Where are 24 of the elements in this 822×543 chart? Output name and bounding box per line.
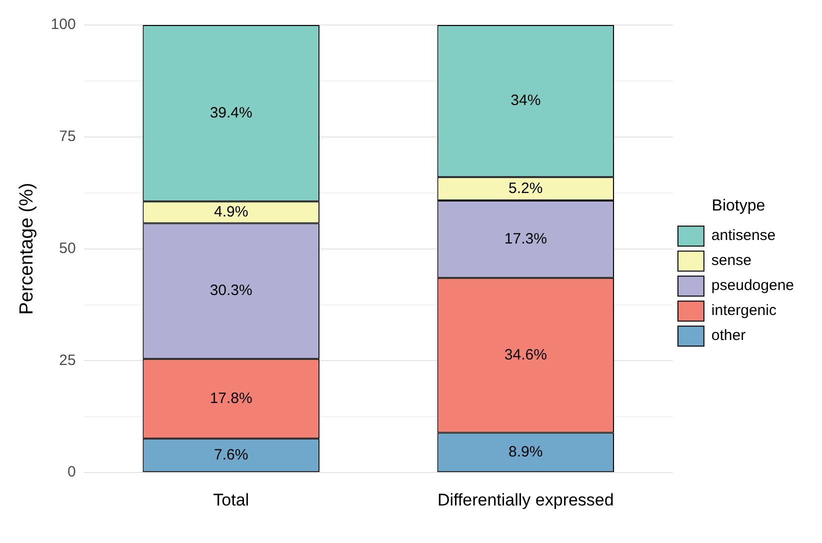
legend-label: other xyxy=(711,327,746,344)
data-label: 8.9% xyxy=(508,444,543,461)
legend-label: pseudogene xyxy=(711,277,794,294)
y-tick-label: 100 xyxy=(50,16,76,34)
y-tick-label: 75 xyxy=(59,128,76,146)
data-label: 5.2% xyxy=(508,180,543,197)
data-label: 7.6% xyxy=(214,446,248,464)
legend-label: antisense xyxy=(711,227,776,244)
y-tick-label: 25 xyxy=(59,352,76,369)
y-tick-label: 0 xyxy=(67,464,76,481)
data-label: 34.6% xyxy=(504,346,547,364)
data-label: 17.8% xyxy=(210,390,252,407)
legend-title: Biotype xyxy=(712,197,766,214)
data-label: 39.4% xyxy=(210,104,252,122)
data-label: 34% xyxy=(510,92,541,110)
y-axis-title: Percentage (%) xyxy=(16,182,38,315)
legend-label: intergenic xyxy=(711,302,777,320)
data-label: 4.9% xyxy=(214,203,248,220)
y-tick-label: 50 xyxy=(59,240,76,257)
data-label: 30.3% xyxy=(210,282,252,300)
x-tick-label: Total xyxy=(213,490,250,510)
legend-label: sense xyxy=(711,252,752,270)
x-tick-label: Differentially expressed xyxy=(437,490,614,510)
data-label: 17.3% xyxy=(504,230,547,248)
